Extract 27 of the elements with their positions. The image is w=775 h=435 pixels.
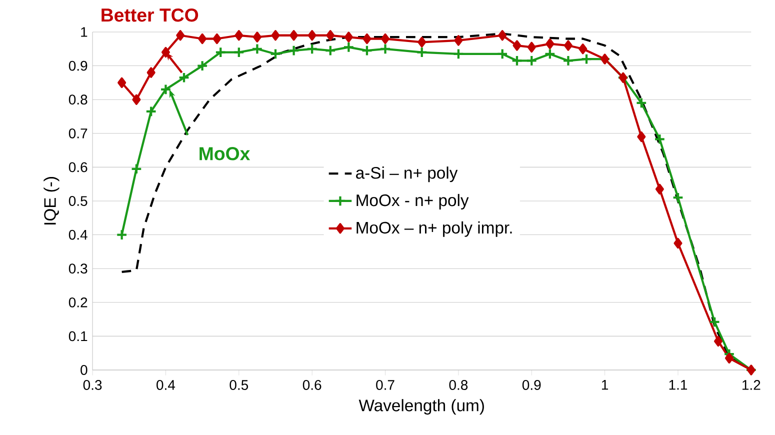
x-tick-label: 0.5: [230, 380, 248, 390]
x-tick-label: 1.2: [742, 380, 760, 390]
y-tick-label: 0.5: [68, 196, 88, 206]
annotation: Better TCO: [102, 8, 198, 22]
legend-label: MoOx - n+ poly: [356, 194, 469, 210]
x-tick-label: 0.9: [522, 380, 541, 390]
legend-label: MoOx – n+ poly impr.: [356, 221, 512, 237]
annotation: MoOx: [200, 147, 250, 160]
y-tick-label: 0.4: [68, 230, 88, 240]
y-tick-label: 0.1: [68, 331, 88, 342]
y-tick-label: 0.9: [68, 60, 88, 71]
y-tick-label: 0.3: [68, 264, 88, 274]
y-tick-label: 0: [80, 365, 88, 375]
y-tick-label: 0.6: [68, 162, 88, 172]
y-tick-label: 0.2: [68, 297, 88, 308]
y-tick-label: 0.7: [68, 128, 88, 138]
y-tick-label: 0.8: [68, 94, 88, 105]
x-tick-label: 1.1: [669, 380, 688, 390]
x-tick-label: 0.8: [449, 380, 468, 390]
x-tick-label: 0.7: [376, 380, 394, 390]
legend-label: a-Si – n+ poly: [356, 166, 458, 182]
x-axis-title: Wavelength (um): [358, 399, 484, 415]
x-tick-label: 0.4: [156, 380, 176, 390]
y-tick-label: 1: [81, 27, 88, 37]
x-tick-label: 1: [602, 380, 608, 390]
y-axis-title: IQE (-): [44, 177, 60, 224]
x-tick-label: 0.6: [302, 380, 322, 390]
